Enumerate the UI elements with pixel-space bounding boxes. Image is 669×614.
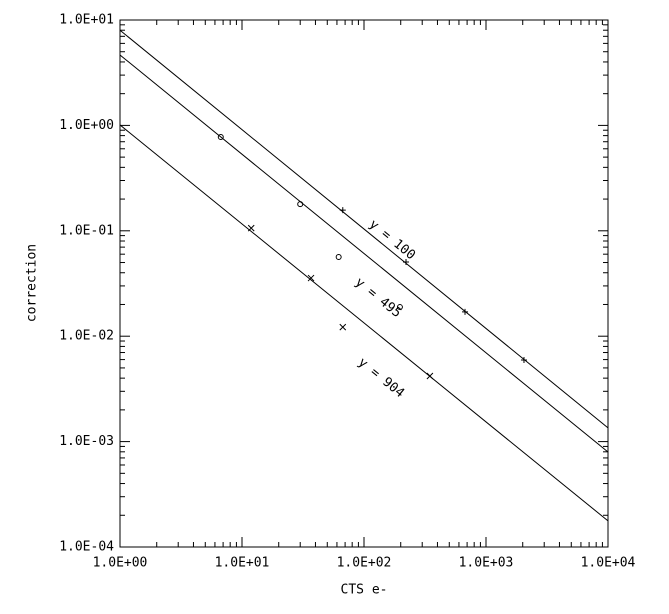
- marker: [403, 258, 410, 265]
- marker: [217, 134, 224, 141]
- marker: [462, 308, 469, 315]
- marker: [520, 357, 527, 364]
- y-tick-label: 1.0E-04: [59, 540, 114, 555]
- series-line: [119, 124, 609, 522]
- series-label: y = 904: [355, 355, 407, 401]
- x-tick-label: 1.0E+03: [459, 556, 514, 571]
- marker: [339, 207, 346, 214]
- y-tick-label: 1.0E-03: [59, 434, 114, 449]
- marker: [307, 274, 315, 282]
- y-tick-label: 1.0E+00: [59, 118, 114, 133]
- y-axis-title: correction: [25, 244, 40, 322]
- series-line: [119, 29, 609, 429]
- marker: [297, 201, 304, 208]
- x-axis-title: CTS e-: [341, 583, 388, 598]
- x-tick-label: 1.0E+04: [581, 556, 636, 571]
- series-label: y = 100: [366, 217, 418, 263]
- marker: [426, 372, 434, 380]
- marker: [396, 304, 403, 311]
- x-tick-label: 1.0E+01: [215, 556, 270, 571]
- x-tick-label: 1.0E+00: [93, 556, 148, 571]
- x-tick-label: 1.0E+02: [337, 556, 392, 571]
- series-line: [119, 54, 609, 453]
- series-label: y = 495: [352, 275, 404, 321]
- marker: [335, 254, 342, 261]
- y-tick-label: 1.0E-01: [59, 223, 114, 238]
- marker: [339, 323, 347, 331]
- y-tick-label: 1.0E+01: [59, 13, 114, 28]
- y-tick-label: 1.0E-02: [59, 329, 114, 344]
- marker: [247, 224, 255, 232]
